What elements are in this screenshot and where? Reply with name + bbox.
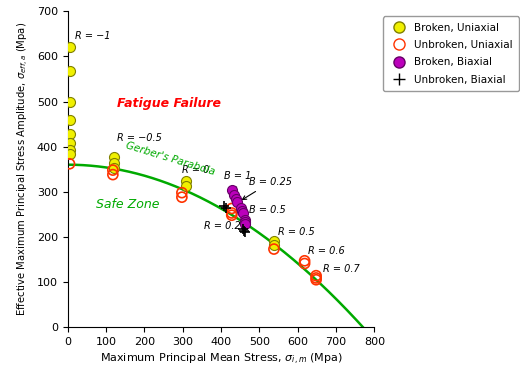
- Text: R = 0: R = 0: [182, 165, 209, 174]
- Text: R = −1: R = −1: [74, 30, 110, 41]
- Point: [241, 221, 249, 227]
- Text: Safe Zone: Safe Zone: [96, 197, 160, 211]
- Point: [301, 261, 309, 267]
- Point: [240, 228, 248, 234]
- Text: Gerber's Parabola: Gerber's Parabola: [124, 141, 216, 177]
- Text: R = 0.6: R = 0.6: [308, 246, 345, 256]
- Point: [228, 212, 236, 218]
- Point: [270, 241, 278, 247]
- Point: [178, 194, 186, 200]
- Point: [66, 131, 74, 137]
- Point: [270, 238, 278, 244]
- Text: R = 0.7: R = 0.7: [322, 264, 359, 274]
- Point: [301, 258, 309, 264]
- Text: R = 0.25: R = 0.25: [204, 221, 247, 231]
- Y-axis label: Effective Maximum Principal Stress Amplitude, $\sigma_{eff,a}$ (Mpa): Effective Maximum Principal Stress Ampli…: [16, 22, 31, 316]
- Point: [66, 99, 74, 105]
- Point: [66, 117, 74, 123]
- Point: [178, 190, 186, 196]
- Text: B = 0.25: B = 0.25: [242, 177, 292, 200]
- Point: [241, 229, 249, 235]
- Text: Fatigue Failure: Fatigue Failure: [116, 97, 220, 110]
- Point: [239, 226, 248, 232]
- Point: [312, 277, 320, 283]
- Point: [181, 178, 190, 184]
- Text: B = 1: B = 1: [224, 171, 252, 190]
- X-axis label: Maximum Principal Mean Stress, $\sigma_{i,m}$ (Mpa): Maximum Principal Mean Stress, $\sigma_{…: [100, 352, 342, 367]
- Point: [312, 273, 320, 279]
- Point: [222, 205, 230, 211]
- Point: [231, 196, 240, 202]
- Point: [241, 217, 249, 223]
- Legend: Broken, Uniaxial, Unbroken, Uniaxial, Broken, Biaxial, Unbroken, Biaxial: Broken, Uniaxial, Unbroken, Uniaxial, Br…: [383, 17, 519, 91]
- Text: B = 0.5: B = 0.5: [249, 205, 285, 215]
- Point: [239, 210, 248, 216]
- Point: [220, 203, 228, 209]
- Point: [66, 44, 74, 50]
- Point: [110, 165, 118, 171]
- Point: [228, 210, 236, 216]
- Point: [66, 151, 74, 157]
- Point: [228, 187, 236, 193]
- Point: [66, 68, 74, 74]
- Point: [109, 167, 117, 173]
- Point: [228, 205, 236, 211]
- Point: [312, 275, 320, 281]
- Point: [238, 208, 246, 214]
- Point: [66, 140, 74, 146]
- Point: [237, 205, 245, 211]
- Point: [110, 153, 118, 159]
- Point: [66, 161, 74, 167]
- Text: R = −0.5: R = −0.5: [116, 133, 162, 143]
- Point: [241, 219, 249, 225]
- Point: [66, 147, 74, 153]
- Point: [233, 199, 242, 205]
- Point: [229, 192, 238, 198]
- Point: [109, 171, 117, 177]
- Point: [110, 160, 118, 166]
- Text: R = 0.5: R = 0.5: [278, 227, 315, 237]
- Point: [270, 246, 278, 252]
- Point: [181, 183, 190, 189]
